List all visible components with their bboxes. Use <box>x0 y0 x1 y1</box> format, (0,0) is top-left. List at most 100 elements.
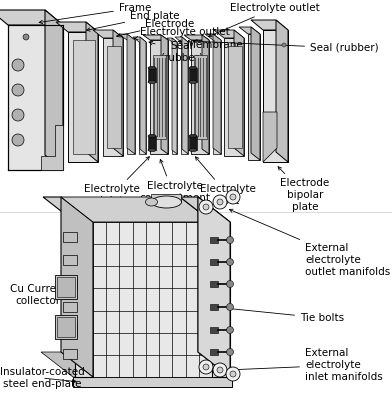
Circle shape <box>227 304 234 310</box>
Polygon shape <box>133 37 146 42</box>
Polygon shape <box>263 112 277 162</box>
Polygon shape <box>213 40 221 154</box>
Polygon shape <box>148 136 156 150</box>
Circle shape <box>230 194 236 200</box>
Polygon shape <box>198 197 230 377</box>
Polygon shape <box>41 125 63 170</box>
Ellipse shape <box>189 67 197 70</box>
Polygon shape <box>127 34 135 154</box>
Circle shape <box>226 190 240 204</box>
Bar <box>194 55 207 139</box>
Polygon shape <box>234 30 244 156</box>
Text: Frame: Frame <box>39 3 151 24</box>
Bar <box>210 327 218 333</box>
Text: Electrode
bipolar
plate: Electrode bipolar plate <box>278 167 330 212</box>
Polygon shape <box>191 40 209 154</box>
Bar <box>63 302 77 312</box>
Polygon shape <box>61 197 212 222</box>
Polygon shape <box>0 10 63 25</box>
Circle shape <box>217 199 223 205</box>
Bar <box>73 40 95 154</box>
Polygon shape <box>248 34 260 160</box>
Polygon shape <box>167 38 177 42</box>
Text: External
electrolyte
outlet manifolds: External electrolyte outlet manifolds <box>229 209 390 277</box>
Polygon shape <box>175 37 188 42</box>
Bar <box>228 46 242 148</box>
Bar <box>63 255 77 265</box>
Polygon shape <box>45 10 63 170</box>
Circle shape <box>213 195 227 209</box>
Text: Electrolyte outlet: Electrolyte outlet <box>134 27 230 40</box>
Circle shape <box>217 367 223 373</box>
Circle shape <box>12 84 24 96</box>
Text: Cu Current
collector: Cu Current collector <box>10 284 69 306</box>
Text: Seal (rubber): Seal (rubber) <box>194 40 379 53</box>
Polygon shape <box>139 42 146 154</box>
Polygon shape <box>56 22 98 32</box>
Ellipse shape <box>145 198 158 206</box>
Polygon shape <box>213 34 221 154</box>
Circle shape <box>12 134 24 146</box>
Bar <box>63 349 77 359</box>
Polygon shape <box>150 40 168 154</box>
Text: Tie bolts: Tie bolts <box>218 306 344 323</box>
Polygon shape <box>239 27 260 34</box>
Polygon shape <box>8 25 63 170</box>
Polygon shape <box>224 38 244 156</box>
Polygon shape <box>68 32 98 162</box>
Text: Seal
(rubber): Seal (rubber) <box>149 41 203 63</box>
Circle shape <box>227 326 234 334</box>
Polygon shape <box>276 20 288 162</box>
Polygon shape <box>205 34 221 40</box>
Circle shape <box>227 237 234 243</box>
Circle shape <box>227 348 234 356</box>
Ellipse shape <box>148 67 156 70</box>
Circle shape <box>226 367 240 381</box>
Ellipse shape <box>189 134 197 138</box>
Polygon shape <box>148 68 156 82</box>
Text: Electrolyte
inlet: Electrolyte inlet <box>195 157 256 206</box>
Text: Electrode: Electrode <box>116 19 194 37</box>
Bar <box>210 304 218 310</box>
Circle shape <box>227 259 234 265</box>
Polygon shape <box>161 35 168 154</box>
Bar <box>63 232 77 242</box>
Text: Electrolyte outlet: Electrolyte outlet <box>209 3 320 37</box>
Ellipse shape <box>151 196 181 208</box>
Polygon shape <box>93 30 123 38</box>
Circle shape <box>227 281 234 288</box>
Ellipse shape <box>148 80 156 83</box>
Bar <box>55 316 77 339</box>
Bar <box>55 275 77 299</box>
Text: Electrolyte
compartment
(PTFE): Electrolyte compartment (PTFE) <box>140 160 211 215</box>
Circle shape <box>23 34 29 40</box>
Polygon shape <box>198 197 230 377</box>
Bar <box>63 279 77 289</box>
Bar <box>153 55 166 139</box>
Circle shape <box>282 43 286 47</box>
Bar <box>57 318 75 337</box>
Polygon shape <box>189 68 197 82</box>
Polygon shape <box>103 38 123 156</box>
Bar <box>63 325 77 335</box>
Circle shape <box>213 363 227 377</box>
Bar <box>210 349 218 355</box>
Ellipse shape <box>148 134 156 138</box>
Ellipse shape <box>189 148 197 152</box>
Polygon shape <box>189 136 197 150</box>
Polygon shape <box>41 352 232 377</box>
Polygon shape <box>214 30 244 38</box>
Bar <box>107 46 121 148</box>
Polygon shape <box>202 35 209 154</box>
Polygon shape <box>140 37 146 154</box>
Polygon shape <box>263 30 288 162</box>
Text: External
electrolyte
inlet manifolds: External electrolyte inlet manifolds <box>230 348 383 382</box>
Polygon shape <box>143 35 168 40</box>
Ellipse shape <box>189 80 197 83</box>
Polygon shape <box>251 20 288 30</box>
Ellipse shape <box>148 148 156 152</box>
Polygon shape <box>127 40 135 154</box>
Polygon shape <box>172 38 177 154</box>
Text: End plate: End plate <box>87 11 180 31</box>
Polygon shape <box>181 42 188 154</box>
